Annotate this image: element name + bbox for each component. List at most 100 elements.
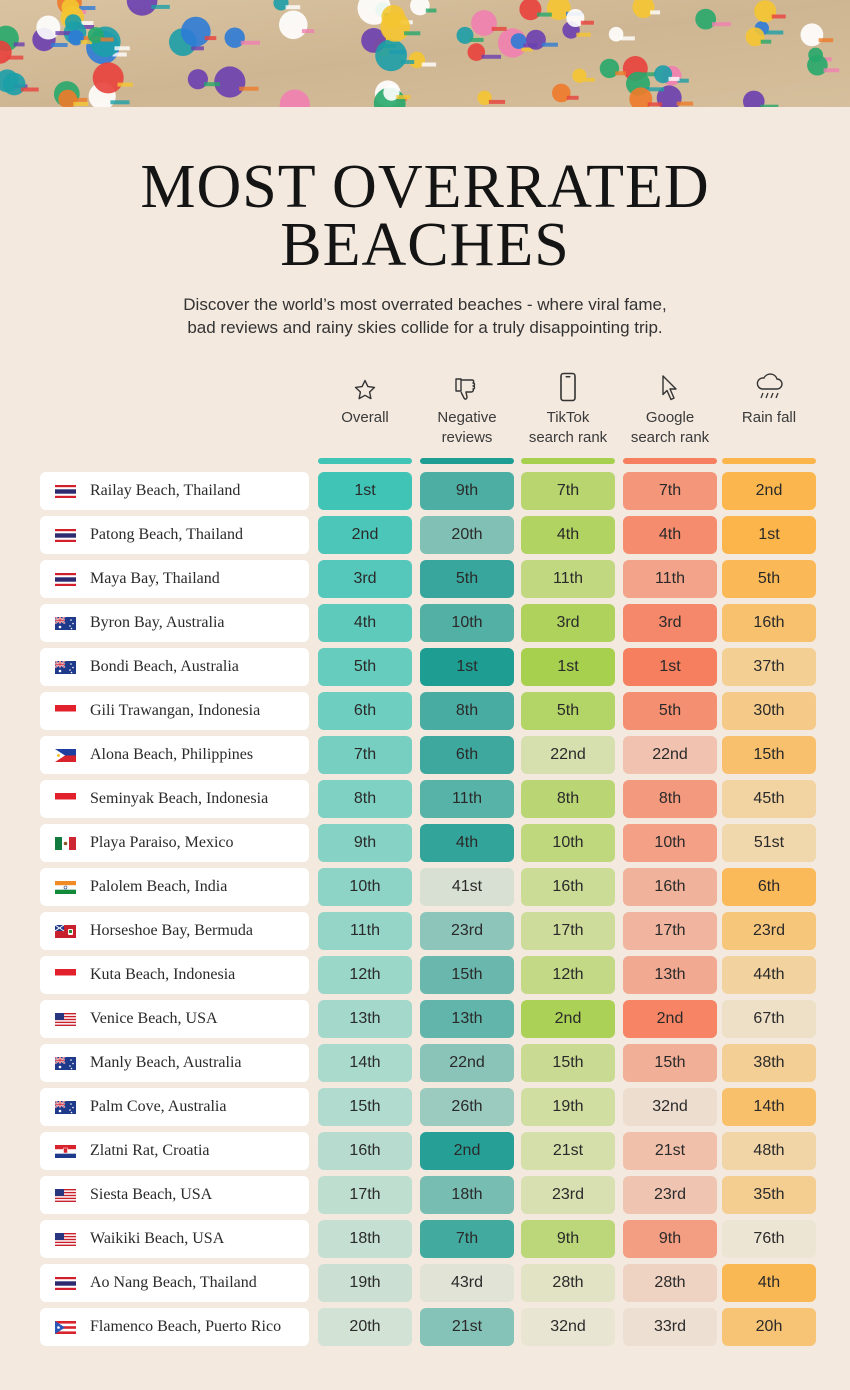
rank-cell-overall: 6th [318, 692, 412, 730]
rank-cell-tiktok: 19th [521, 1088, 615, 1126]
beach-umbrellas-illustration [0, 0, 850, 107]
puerto-rico-flag-icon [55, 1320, 76, 1334]
umbrella-shape [632, 0, 655, 19]
towel-shape [566, 95, 579, 100]
table-row-name: Alona Beach, Philippines [40, 736, 309, 774]
rank-cell-google: 11th [623, 560, 717, 598]
column-label-line-2: search rank [630, 429, 710, 446]
umbrella-shape [477, 90, 492, 106]
column-header-overall: Overall [318, 368, 412, 460]
towel-shape [818, 38, 834, 43]
rank-cell-overall: 19th [318, 1264, 412, 1302]
beach-name: Ao Nang Beach, Thailand [90, 1274, 257, 1291]
column-label: Google search rank [623, 408, 717, 448]
umbrella-shape [743, 90, 765, 107]
rank-cell-tiktok: 8th [521, 780, 615, 818]
indonesia-flag-icon [55, 968, 76, 982]
table-row-name: Manly Beach, Australia [40, 1044, 309, 1082]
table-row-name: Siesta Beach, USA [40, 1176, 309, 1214]
towel-shape [421, 62, 437, 67]
column-label: Overall [318, 408, 412, 428]
rank-cell-tiktok: 15th [521, 1044, 615, 1082]
towel-shape [110, 100, 130, 105]
towel-shape [521, 47, 533, 52]
umbrella-shape [629, 87, 653, 107]
subtitle: Discover the world’s most overrated beac… [150, 293, 700, 339]
towel-shape [491, 26, 507, 31]
rank-cell-tiktok: 12th [521, 956, 615, 994]
umbrella-shape [380, 12, 411, 42]
column-label-line-1: Overall [341, 409, 389, 426]
rank-cell-negative: 8th [420, 692, 514, 730]
philippines-flag-icon [55, 748, 76, 762]
column-color-bar-negative [420, 458, 514, 464]
rank-cell-negative: 43rd [420, 1264, 514, 1302]
umbrella-shape [654, 65, 673, 84]
thumbs-down-icon [420, 368, 514, 402]
rank-cell-overall: 10th [318, 868, 412, 906]
rank-cell-google: 2nd [623, 1000, 717, 1038]
rank-cell-tiktok: 3rd [521, 604, 615, 642]
towel-shape [470, 37, 484, 42]
umbrella-shape [224, 27, 245, 48]
rank-cell-negative: 4th [420, 824, 514, 862]
towel-shape [301, 29, 315, 34]
beach-name: Palm Cove, Australia [90, 1098, 227, 1115]
thailand-flag-icon [55, 572, 76, 586]
rank-cell-tiktok: 16th [521, 868, 615, 906]
towel-shape [425, 8, 437, 13]
towel-shape [77, 6, 96, 10]
table-row-name: Flamenco Beach, Puerto Rico [40, 1308, 309, 1346]
umbrella-shape [608, 26, 624, 42]
umbrella-shape [180, 16, 211, 47]
usa-flag-icon [55, 1232, 76, 1246]
towel-shape [400, 60, 415, 64]
australia-flag-icon [55, 616, 76, 630]
india-flag-icon [55, 880, 76, 894]
towel-shape [677, 78, 689, 83]
towel-shape [537, 12, 552, 17]
rank-cell-tiktok: 22nd [521, 736, 615, 774]
column-color-bar-overall [318, 458, 412, 464]
umbrella-shape [572, 68, 587, 83]
australia-flag-icon [55, 660, 76, 674]
umbrella-shape [745, 27, 765, 47]
towel-shape [712, 22, 731, 27]
umbrella-shape [467, 43, 486, 61]
thailand-flag-icon [55, 484, 76, 498]
beach-name: Manly Beach, Australia [90, 1054, 242, 1071]
towel-shape [615, 71, 626, 76]
column-label-line-1: Rain fall [741, 409, 797, 426]
rank-cell-rain: 6th [722, 868, 816, 906]
umbrella-shape [566, 9, 585, 27]
towel-shape [204, 36, 217, 41]
beach-name: Kuta Beach, Indonesia [90, 966, 236, 983]
rank-cell-rain: 48th [722, 1132, 816, 1170]
table-row-name: Waikiki Beach, USA [40, 1220, 309, 1258]
rank-cell-rain: 16th [722, 604, 816, 642]
table-row-name: Maya Bay, Thailand [40, 560, 309, 598]
cursor-icon [623, 368, 717, 402]
beach-name: Waikiki Beach, USA [90, 1230, 225, 1247]
towel-shape [112, 52, 127, 57]
rank-cell-overall: 4th [318, 604, 412, 642]
beach-name: Seminyak Beach, Indonesia [90, 790, 269, 807]
rank-cell-google: 8th [623, 780, 717, 818]
umbrella-shape [695, 8, 717, 30]
rank-cell-negative: 41st [420, 868, 514, 906]
column-header-google: Google search rank [623, 368, 717, 460]
beach-name: Patong Beach, Thailand [90, 526, 243, 543]
towel-shape [78, 25, 95, 29]
umbrella-shape [92, 62, 124, 94]
rank-cell-rain: 30th [722, 692, 816, 730]
towel-shape [620, 36, 635, 41]
towel-shape [820, 57, 832, 62]
beach-name: Railay Beach, Thailand [90, 482, 241, 499]
rank-cell-overall: 12th [318, 956, 412, 994]
towel-shape [481, 54, 501, 59]
column-label-line-1: TikTok [546, 409, 590, 426]
rank-cell-tiktok: 7th [521, 472, 615, 510]
australia-flag-icon [55, 1100, 76, 1114]
table-row-name: Byron Bay, Australia [40, 604, 309, 642]
towel-shape [541, 42, 558, 47]
